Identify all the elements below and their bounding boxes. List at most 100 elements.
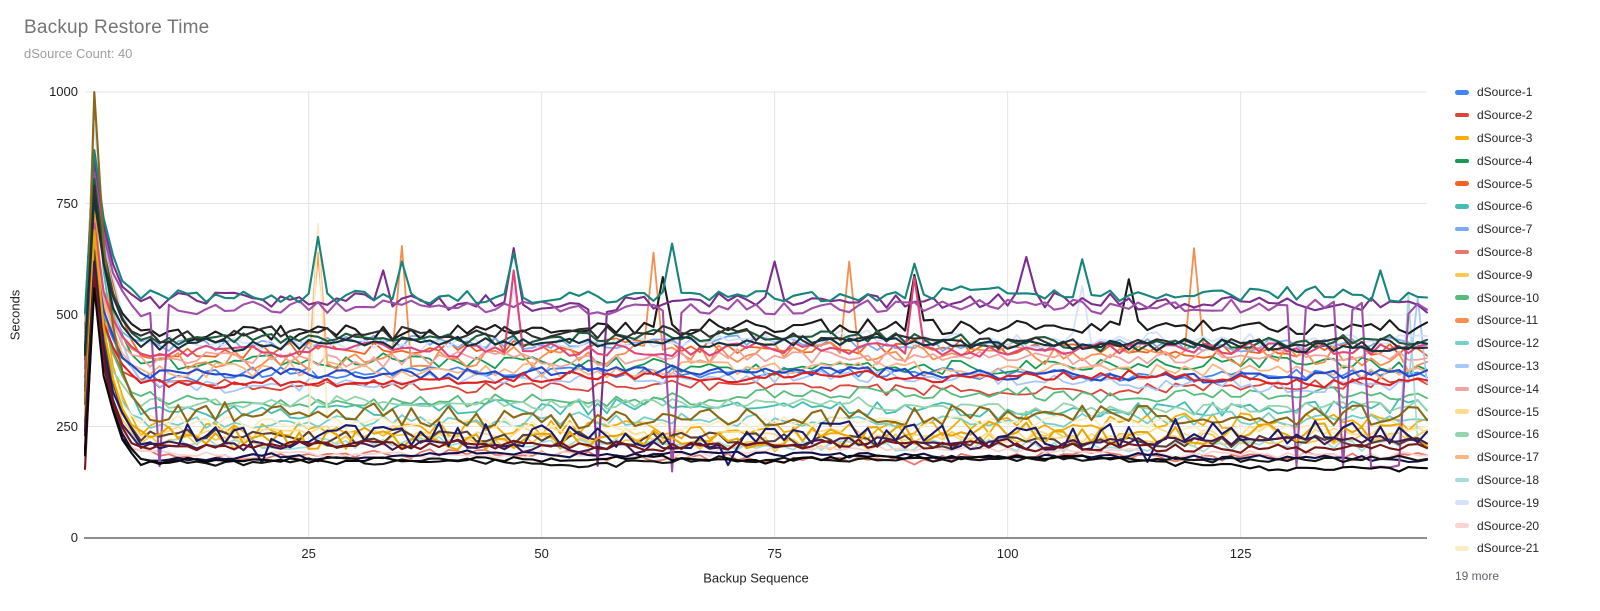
legend-item-dSource-8[interactable]: dSource-8	[1455, 241, 1595, 264]
legend-item-dSource-5[interactable]: dSource-5	[1455, 172, 1595, 195]
legend-swatch-icon	[1455, 477, 1469, 483]
legend-swatch-icon	[1455, 432, 1469, 437]
series-line-dSource-27[interactable]	[83, 177, 1429, 353]
legend-item-label: dSource-14	[1477, 381, 1540, 396]
legend-item-label: dSource-1	[1477, 85, 1533, 100]
legend-item-dSource-14[interactable]: dSource-14	[1455, 377, 1595, 400]
series-line-dSource-34[interactable]	[83, 260, 1429, 467]
legend-item-label: dSource-10	[1477, 290, 1540, 305]
y-tick-label-250: 250	[56, 418, 78, 434]
legend-swatch-icon	[1455, 523, 1469, 528]
series-line-dSource-36[interactable]	[83, 184, 1429, 357]
legend-swatch-icon	[1455, 318, 1469, 323]
legend-swatch-icon	[1455, 500, 1469, 505]
x-tick-label-75: 75	[767, 546, 782, 561]
series-line-dSource-31[interactable]	[83, 90, 1429, 430]
series-line-dSource-19[interactable]	[84, 120, 1428, 352]
legend-item-dSource-3[interactable]: dSource-3	[1455, 127, 1595, 150]
legend-swatch-icon	[1455, 295, 1469, 300]
legend-swatch-icon	[1455, 112, 1469, 118]
legend-item-label: dSource-12	[1477, 336, 1540, 351]
legend-item-dSource-4[interactable]: dSource-4	[1455, 149, 1595, 172]
legend-swatch-icon	[1455, 249, 1469, 255]
series-line-dSource-5[interactable]	[84, 113, 1428, 360]
legend-item-label: dSource-19	[1477, 495, 1540, 510]
legend-item-label: dSource-9	[1477, 267, 1533, 282]
legend-item-dSource-16[interactable]: dSource-16	[1455, 423, 1595, 446]
series-line-dSource-29[interactable]	[83, 249, 1429, 388]
legend-swatch-icon	[1455, 409, 1469, 414]
series-line-dSource-25[interactable]	[83, 171, 1429, 473]
series-line-dSource-22[interactable]	[83, 180, 1429, 352]
series-line-dSource-38[interactable]	[83, 197, 1429, 354]
y-axis-title: Seconds	[7, 289, 23, 341]
chart-title: Backup Restore Time	[24, 17, 210, 38]
legend-item-label: dSource-3	[1477, 130, 1533, 145]
legend-item-label: dSource-6	[1477, 199, 1533, 214]
legend-item-dSource-2[interactable]: dSource-2	[1455, 104, 1595, 127]
legend-item-label: dSource-13	[1477, 358, 1540, 373]
legend-swatch-icon	[1455, 363, 1469, 369]
series-line-dSource-10[interactable]	[84, 242, 1428, 412]
legend-item-dSource-15[interactable]: dSource-15	[1455, 400, 1595, 423]
legend-swatch-icon	[1455, 135, 1469, 141]
legend-item-dSource-13[interactable]: dSource-13	[1455, 355, 1595, 378]
legend-swatch-icon	[1455, 204, 1469, 209]
x-tick-label-25: 25	[301, 546, 316, 561]
chart-subtitle: dSource Count: 40	[24, 46, 133, 61]
legend-item-label: dSource-18	[1477, 472, 1540, 487]
legend-swatch-icon	[1455, 158, 1469, 164]
legend-item-label: dSource-2	[1477, 108, 1533, 123]
legend-item-label: dSource-21	[1477, 541, 1540, 556]
legend-item-dSource-11[interactable]: dSource-11	[1455, 309, 1595, 332]
legend-swatch-icon	[1455, 386, 1469, 391]
legend-item-label: dSource-5	[1477, 176, 1533, 191]
series-line-dSource-33[interactable]	[83, 229, 1429, 451]
legend-swatch-icon	[1455, 340, 1469, 346]
series-line-dSource-39[interactable]	[83, 273, 1429, 470]
legend-item-dSource-20[interactable]: dSource-20	[1455, 514, 1595, 537]
x-axis-title: Backup Sequence	[703, 570, 809, 586]
legend-item-label: dSource-20	[1477, 518, 1540, 533]
legend-item-label: dSource-11	[1477, 313, 1539, 328]
legend-item-dSource-9[interactable]: dSource-9	[1455, 263, 1595, 286]
series-line-dSource-17[interactable]	[84, 224, 1428, 380]
legend-item-label: dSource-7	[1477, 222, 1533, 237]
legend-item-label: dSource-4	[1477, 153, 1533, 168]
legend: dSource-1 dSource-2 dSource-3 dSource-4 dSou…	[1455, 81, 1595, 583]
series-line-dSource-21[interactable]	[84, 222, 1428, 435]
legend-swatch-icon	[1455, 226, 1469, 232]
legend-item-dSource-6[interactable]: dSource-6	[1455, 195, 1595, 218]
legend-item-dSource-1[interactable]: dSource-1	[1455, 81, 1595, 104]
legend-item-dSource-19[interactable]: dSource-19	[1455, 491, 1595, 514]
legend-swatch-icon	[1455, 272, 1469, 278]
series-line-dSource-20[interactable]	[84, 282, 1428, 462]
series-line-dSource-35[interactable]	[83, 278, 1429, 469]
gridlines	[85, 91, 1427, 538]
x-tick-label-100: 100	[996, 546, 1019, 561]
series-line-dSource-40[interactable]	[83, 287, 1429, 473]
legend-item-dSource-17[interactable]: dSource-17	[1455, 446, 1595, 469]
legend-item-dSource-10[interactable]: dSource-10	[1455, 286, 1595, 309]
legend-item-dSource-21[interactable]: dSource-21	[1455, 537, 1595, 560]
series-line-dSource-15[interactable]	[84, 260, 1428, 445]
legend-item-label: dSource-8	[1477, 244, 1533, 259]
legend-item-list: dSource-1 dSource-2 dSource-3 dSource-4 dSou…	[1455, 81, 1595, 560]
legend-item-label: dSource-16	[1477, 427, 1540, 442]
y-tick-label-750: 750	[56, 195, 78, 211]
series-line-dSource-13[interactable]	[84, 97, 1428, 394]
legend-item-dSource-7[interactable]: dSource-7	[1455, 218, 1595, 241]
legend-more-label[interactable]: 19 more	[1455, 568, 1500, 583]
series-line-dSource-30[interactable]	[83, 262, 1429, 392]
series-line-dSource-23[interactable]	[83, 269, 1429, 464]
y-tick-label-0: 0	[70, 530, 78, 545]
x-tick-label-50: 50	[534, 546, 549, 561]
legend-item-label: dSource-17	[1477, 450, 1540, 465]
legend-item-dSource-12[interactable]: dSource-12	[1455, 332, 1595, 355]
series-line-dSource-16[interactable]	[84, 274, 1428, 416]
legend-item-dSource-18[interactable]: dSource-18	[1455, 469, 1595, 492]
legend-swatch-icon	[1455, 546, 1469, 551]
series-line-dSource-26[interactable]	[83, 148, 1429, 314]
series-lines	[83, 90, 1429, 473]
